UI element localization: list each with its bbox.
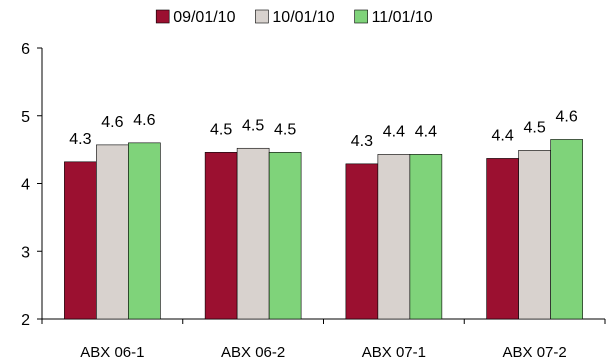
y-tick-label: 5 (21, 109, 30, 126)
data-label: 4.4 (492, 127, 514, 144)
legend: 09/01/10 10/01/10 11/01/10 (155, 9, 433, 26)
y-tick-label: 4 (21, 177, 30, 194)
bars (64, 139, 583, 320)
bar (236, 147, 270, 320)
data-label: 4.5 (242, 117, 264, 134)
bar (96, 144, 129, 320)
x-tick-label: ABX 07-2 (503, 344, 567, 361)
x-tick-label: ABX 07-1 (362, 344, 426, 361)
data-label: 4.4 (383, 123, 405, 140)
legend-swatch (255, 9, 269, 24)
x-axis: ABX 06-1 ABX 06-2 ABX 07-1 ABX 07-2 (41, 318, 606, 361)
legend-swatch (354, 9, 368, 24)
bar (486, 158, 519, 320)
data-label: 4.6 (101, 114, 123, 131)
bar (204, 152, 238, 320)
y-tick-label: 3 (21, 244, 30, 261)
data-label: 4.5 (210, 121, 232, 138)
data-label: 4.3 (69, 131, 91, 148)
x-tick-label: ABX 06-2 (221, 344, 285, 361)
bar (518, 150, 551, 320)
data-label: 4.5 (524, 119, 546, 136)
data-labels: 4.3 4.5 4.3 4.4 4.6 4.5 4.4 4.5 4.6 4.5 4.4 4.6 (69, 108, 578, 149)
bar (268, 152, 302, 320)
legend-swatch (155, 9, 170, 24)
data-label: 4.6 (133, 112, 155, 129)
data-label: 4.6 (556, 108, 578, 125)
data-label: 4.3 (351, 133, 373, 150)
y-tick-label: 6 (21, 41, 30, 58)
legend-label: 10/01/10 (272, 9, 334, 26)
bar (409, 154, 443, 320)
data-label: 4.4 (415, 123, 437, 140)
bar (345, 163, 379, 320)
legend-label: 11/01/10 (372, 9, 433, 26)
legend-label: 09/01/10 (173, 9, 235, 26)
bar (64, 161, 97, 320)
bar (128, 142, 161, 320)
bar (377, 154, 411, 320)
x-tick-label: ABX 06-1 (80, 344, 144, 361)
y-tick-label: 2 (21, 312, 30, 329)
y-axis: 2 3 4 5 6 (21, 41, 43, 329)
bar (550, 139, 583, 320)
data-label: 4.5 (274, 121, 296, 138)
